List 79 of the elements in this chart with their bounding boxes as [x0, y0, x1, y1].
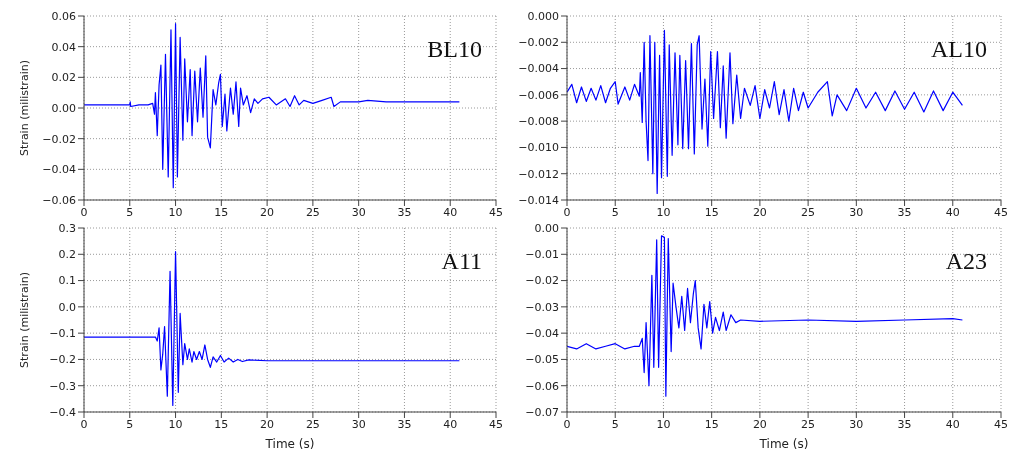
x-tick-label: 10 [656, 417, 671, 431]
y-tick-label: −0.008 [518, 115, 559, 129]
x-tick-label: 25 [801, 205, 816, 219]
x-tick-label: 25 [305, 205, 320, 219]
x-tick-label: 15 [214, 417, 229, 431]
x-tick-label: 5 [126, 205, 134, 219]
y-tick-label: −0.004 [518, 62, 559, 76]
x-tick-label: 20 [260, 417, 275, 431]
x-tick-label: 15 [704, 417, 719, 431]
x-tick-label: 40 [945, 205, 960, 219]
x-tick-label: 35 [397, 205, 412, 219]
x-tick-label: 40 [443, 417, 458, 431]
x-tick-label: 20 [752, 417, 767, 431]
x-tick-label: 10 [168, 205, 183, 219]
annotation: A11 [441, 248, 482, 275]
y-tick-label: −0.04 [42, 163, 76, 177]
x-tick-label: 5 [611, 205, 619, 219]
y-tick-label: 0.000 [527, 9, 559, 23]
y-tick-label: −0.010 [518, 141, 559, 155]
x-tick-label: 0 [563, 205, 571, 219]
y-tick-label: 0.04 [51, 40, 76, 54]
annotation: A23 [945, 248, 987, 275]
x-tick-label: 10 [168, 417, 183, 431]
y-tick-label: 0.02 [51, 71, 76, 85]
y-tick-label: −0.06 [525, 379, 559, 393]
y-tick-label: −0.006 [518, 88, 559, 102]
x-tick-label: 15 [214, 205, 229, 219]
x-tick-label: 45 [994, 417, 1008, 431]
x-tick-label: 40 [945, 417, 960, 431]
y-tick-label: 0.3 [58, 221, 76, 235]
y-tick-label: −0.07 [525, 405, 559, 419]
y-tick-label: −0.012 [518, 167, 559, 181]
y-tick-label: −0.06 [42, 193, 76, 207]
y-tick-label: 0.1 [58, 274, 76, 288]
x-tick-label: 45 [489, 417, 503, 431]
y-tick-label: −0.002 [518, 36, 559, 50]
y-axis-title: Strain (milistrain) [17, 60, 31, 156]
x-tick-label: 40 [443, 205, 458, 219]
x-tick-label: 5 [611, 417, 619, 431]
x-tick-label: 20 [752, 205, 767, 219]
y-tick-label: 0.2 [58, 248, 76, 262]
x-tick-label: 30 [849, 205, 864, 219]
y-tick-label: −0.4 [49, 405, 76, 419]
x-tick-label: 30 [849, 417, 864, 431]
y-tick-label: 0.00 [534, 221, 559, 235]
x-tick-label: 45 [994, 205, 1008, 219]
x-tick-label: 45 [489, 205, 503, 219]
y-tick-label: 0.0 [58, 300, 76, 314]
y-tick-label: −0.03 [525, 300, 559, 314]
x-axis-title: Time (s) [758, 437, 809, 451]
x-tick-label: 0 [563, 417, 571, 431]
y-tick-label: 0.00 [51, 101, 76, 115]
y-tick-label: −0.2 [49, 353, 76, 367]
x-tick-label: 20 [260, 205, 275, 219]
y-tick-label: −0.014 [518, 193, 559, 207]
y-tick-label: −0.05 [525, 353, 559, 367]
y-tick-label: −0.04 [525, 327, 559, 341]
x-tick-label: 30 [351, 205, 366, 219]
x-tick-label: 10 [656, 205, 671, 219]
x-tick-label: 15 [704, 205, 719, 219]
x-tick-label: 25 [801, 417, 816, 431]
x-tick-label: 35 [397, 417, 412, 431]
y-tick-label: 0.06 [51, 9, 76, 23]
y-tick-label: −0.1 [49, 327, 76, 341]
x-tick-label: 0 [80, 205, 88, 219]
y-tick-label: −0.01 [525, 248, 559, 262]
x-tick-label: 0 [80, 417, 88, 431]
y-tick-label: −0.3 [49, 379, 76, 393]
x-axis-title: Time (s) [264, 437, 315, 451]
annotation: BL10 [427, 36, 482, 63]
x-tick-label: 30 [351, 417, 366, 431]
x-tick-label: 5 [126, 417, 134, 431]
x-tick-label: 35 [897, 417, 912, 431]
annotation: AL10 [931, 36, 987, 63]
y-axis-title: Strain (milistrain) [17, 272, 31, 368]
y-tick-label: −0.02 [525, 274, 559, 288]
x-tick-label: 25 [305, 417, 320, 431]
x-tick-label: 35 [897, 205, 912, 219]
y-tick-label: −0.02 [42, 132, 76, 146]
